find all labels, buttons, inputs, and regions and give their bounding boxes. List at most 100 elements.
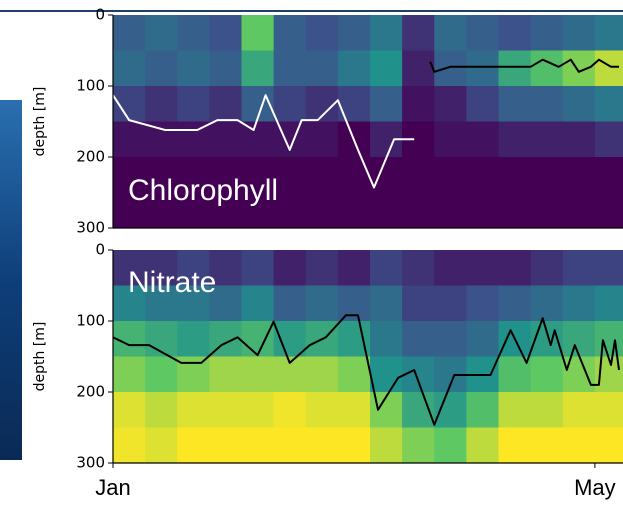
- heatmap-cell: [145, 285, 178, 322]
- heatmap-cell: [466, 192, 500, 229]
- heatmap-cell: [370, 15, 403, 51]
- heatmap-cell: [241, 15, 275, 51]
- heatmap-cell: [209, 285, 243, 322]
- background-photo-strip: [0, 100, 22, 460]
- heatmap-cell: [594, 427, 623, 464]
- heatmap-cell: [530, 50, 564, 87]
- heatmap-cell: [370, 427, 403, 464]
- heatmap-cell: [209, 157, 243, 193]
- heatmap-cell: [177, 427, 210, 464]
- x-tick-label: May: [574, 475, 616, 500]
- heatmap-cell: [402, 86, 435, 122]
- heatmap-cell: [594, 192, 623, 229]
- heatmap-cell: [562, 157, 596, 193]
- heatmap-cell: [241, 356, 275, 393]
- heatmap-cell: [209, 356, 243, 393]
- y-tick-label: 300: [76, 454, 105, 472]
- heatmap-cell: [305, 392, 339, 428]
- heatmap-cell: [498, 250, 532, 286]
- heatmap-cell: [530, 86, 564, 122]
- heatmap-cell: [498, 121, 532, 158]
- heatmap-cell: [145, 157, 178, 193]
- heatmap-cell: [241, 50, 275, 87]
- y-axis-label: depth [m]: [32, 87, 48, 157]
- heatmap-cell: [530, 121, 564, 158]
- heatmap-cell: [434, 427, 467, 464]
- heatmap-cell: [434, 321, 467, 357]
- heatmap-cell: [209, 121, 243, 158]
- heatmap-cell: [530, 392, 564, 428]
- heatmap-cell: [273, 15, 307, 51]
- heatmap-cell: [113, 392, 146, 428]
- heatmap-cell: [498, 285, 532, 322]
- heatmap-cell: [466, 86, 500, 122]
- heatmap-cell: [530, 427, 564, 464]
- heatmap-cell: [113, 250, 146, 286]
- heatmap-cell: [337, 157, 371, 193]
- y-tick-label: 300: [76, 219, 105, 237]
- heatmap-cell: [594, 321, 623, 357]
- heatmap-cell: [273, 285, 307, 322]
- heatmap-cell: [305, 250, 339, 286]
- heatmap-cell: [562, 321, 596, 357]
- heatmap-cell: [434, 285, 467, 322]
- heatmap-cell: [337, 427, 371, 464]
- heatmap-cell: [113, 427, 146, 464]
- heatmap-cell: [434, 15, 467, 51]
- heatmap-cell: [594, 15, 623, 51]
- heatmap-cell: [177, 250, 210, 286]
- panel-title: Chlorophyll: [128, 174, 278, 207]
- heatmap-cell: [241, 157, 275, 193]
- heatmap-cell: [145, 50, 178, 87]
- heatmap-cell: [209, 427, 243, 464]
- heatmap-cell: [337, 50, 371, 87]
- heatmap-cell: [562, 285, 596, 322]
- heatmap-cell: [273, 427, 307, 464]
- heatmap-cell: [177, 192, 210, 229]
- heatmap-cell: [466, 285, 500, 322]
- heatmap-cell: [177, 285, 210, 322]
- heatmap-cell: [594, 50, 623, 87]
- panel: 0 100 200 300 Jan May depth [m] Nitrate: [32, 241, 623, 500]
- heatmap-cell: [434, 121, 467, 158]
- heatmap-cell: [466, 250, 500, 286]
- heatmap-cell: [113, 356, 146, 393]
- heatmap-cell: [434, 192, 467, 229]
- heatmap-cell: [241, 192, 275, 229]
- heatmap-cell: [562, 392, 596, 428]
- heatmap-cell: [466, 15, 500, 51]
- heatmap-cell: [177, 157, 210, 193]
- heatmap-cell: [177, 50, 210, 87]
- heatmap-cell: [466, 321, 500, 357]
- y-tick-label: 100: [76, 77, 105, 95]
- heatmap-cell: [434, 86, 467, 122]
- heatmap-cell: [273, 250, 307, 286]
- heatmap-cell: [562, 86, 596, 122]
- depth-line: [429, 58, 619, 73]
- heatmap-cell: [594, 157, 623, 193]
- heatmap-cell: [370, 356, 403, 393]
- heatmap-cell: [113, 50, 146, 87]
- heatmap-cell: [305, 427, 339, 464]
- heatmap-cell: [402, 250, 435, 286]
- y-axis-label: depth [m]: [32, 322, 48, 392]
- heatmap-cell: [530, 285, 564, 322]
- y-tick-label: 0: [95, 241, 105, 259]
- heatmap-cell: [209, 392, 243, 428]
- heatmap-cell: [562, 427, 596, 464]
- heatmap-cell: [594, 121, 623, 158]
- heatmap-cell: [113, 157, 146, 193]
- heatmap-cell: [241, 121, 275, 158]
- heatmap-cell: [337, 250, 371, 286]
- heatmap-cell: [498, 157, 532, 193]
- heatmap-cell: [305, 121, 339, 158]
- heatmap-cell: [370, 50, 403, 87]
- heatmap-cell: [209, 250, 243, 286]
- heatmap-cell: [594, 392, 623, 428]
- heatmap-cell: [370, 321, 403, 357]
- heatmap-cell: [402, 356, 435, 393]
- heatmap-cell: [273, 192, 307, 229]
- heatmap-cell: [562, 50, 596, 87]
